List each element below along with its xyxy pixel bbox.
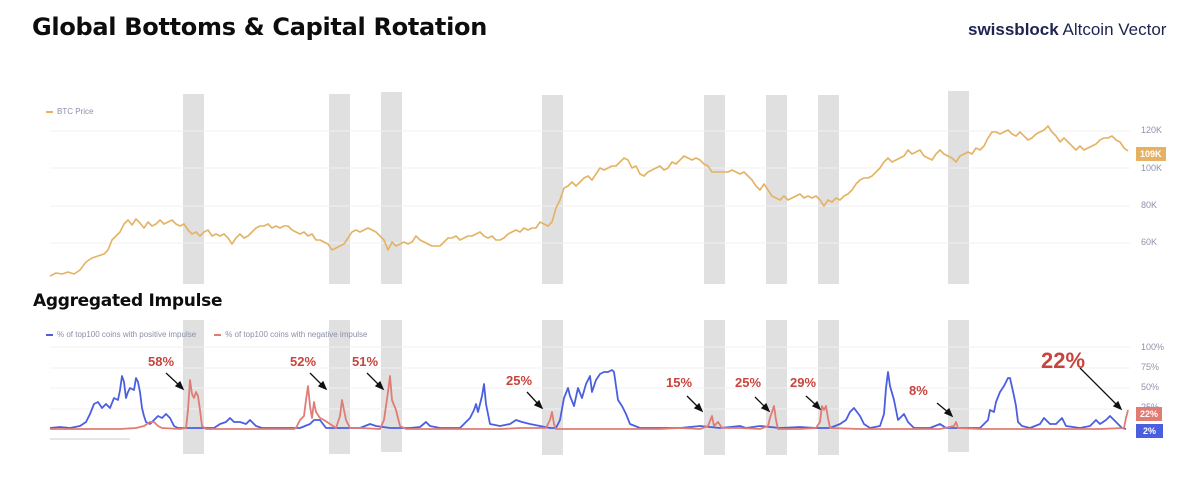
brand-name: swissblock — [968, 20, 1059, 39]
brand-logo: swissblock Altcoin Vector — [968, 20, 1166, 40]
annotation-52: 52% — [290, 354, 316, 369]
impulse-tick-75: 75% — [1141, 362, 1160, 372]
positive-current-tag: 2% — [1136, 424, 1164, 438]
annotation-58: 58% — [148, 354, 174, 369]
highlight-bands — [183, 91, 969, 455]
price-tick-100k: 100K — [1141, 163, 1163, 173]
negative-impulse-line — [50, 375, 1129, 430]
btc-current-value-tag: 109K — [1136, 147, 1166, 161]
impulse-tick-100: 100% — [1141, 342, 1165, 352]
brand-product: Altcoin Vector — [1058, 20, 1167, 39]
page-title: Global Bottoms & Capital Rotation — [32, 13, 487, 41]
price-tick-80k: 80K — [1141, 200, 1158, 210]
legend-label-positive: % of top100 coins with positive impulse — [57, 330, 197, 339]
btc-price-line — [49, 125, 1129, 277]
legend-label-negative: % of top100 coins with negative impulse — [225, 330, 368, 339]
impulse-gridlines — [50, 346, 1130, 410]
legend-swatch-positive — [46, 333, 53, 336]
annotation-25b: 25% — [735, 375, 761, 390]
annotation-51: 51% — [352, 354, 378, 369]
annotation-15: 15% — [666, 375, 692, 390]
impulse-title: Aggregated Impulse — [33, 291, 223, 311]
annotation-arrows — [165, 367, 1123, 418]
negative-current-tag: 22% — [1136, 407, 1163, 421]
legend-swatch-btc — [46, 110, 53, 113]
annotation-8: 8% — [909, 383, 928, 398]
price-tick-120k: 120K — [1141, 125, 1163, 135]
impulse-tick-50: 50% — [1141, 382, 1160, 392]
legend-label-btc: BTC Price — [57, 107, 94, 116]
price-tick-60k: 60K — [1141, 237, 1158, 247]
annotation-22: 22% — [1041, 348, 1085, 373]
price-gridlines — [50, 130, 1130, 244]
annotation-29: 29% — [790, 375, 816, 390]
impulse-legend: % of top100 coins with positive impulse … — [46, 330, 368, 339]
legend-swatch-negative — [214, 333, 222, 336]
annotation-25a: 25% — [506, 373, 532, 388]
price-legend: BTC Price — [46, 107, 93, 116]
